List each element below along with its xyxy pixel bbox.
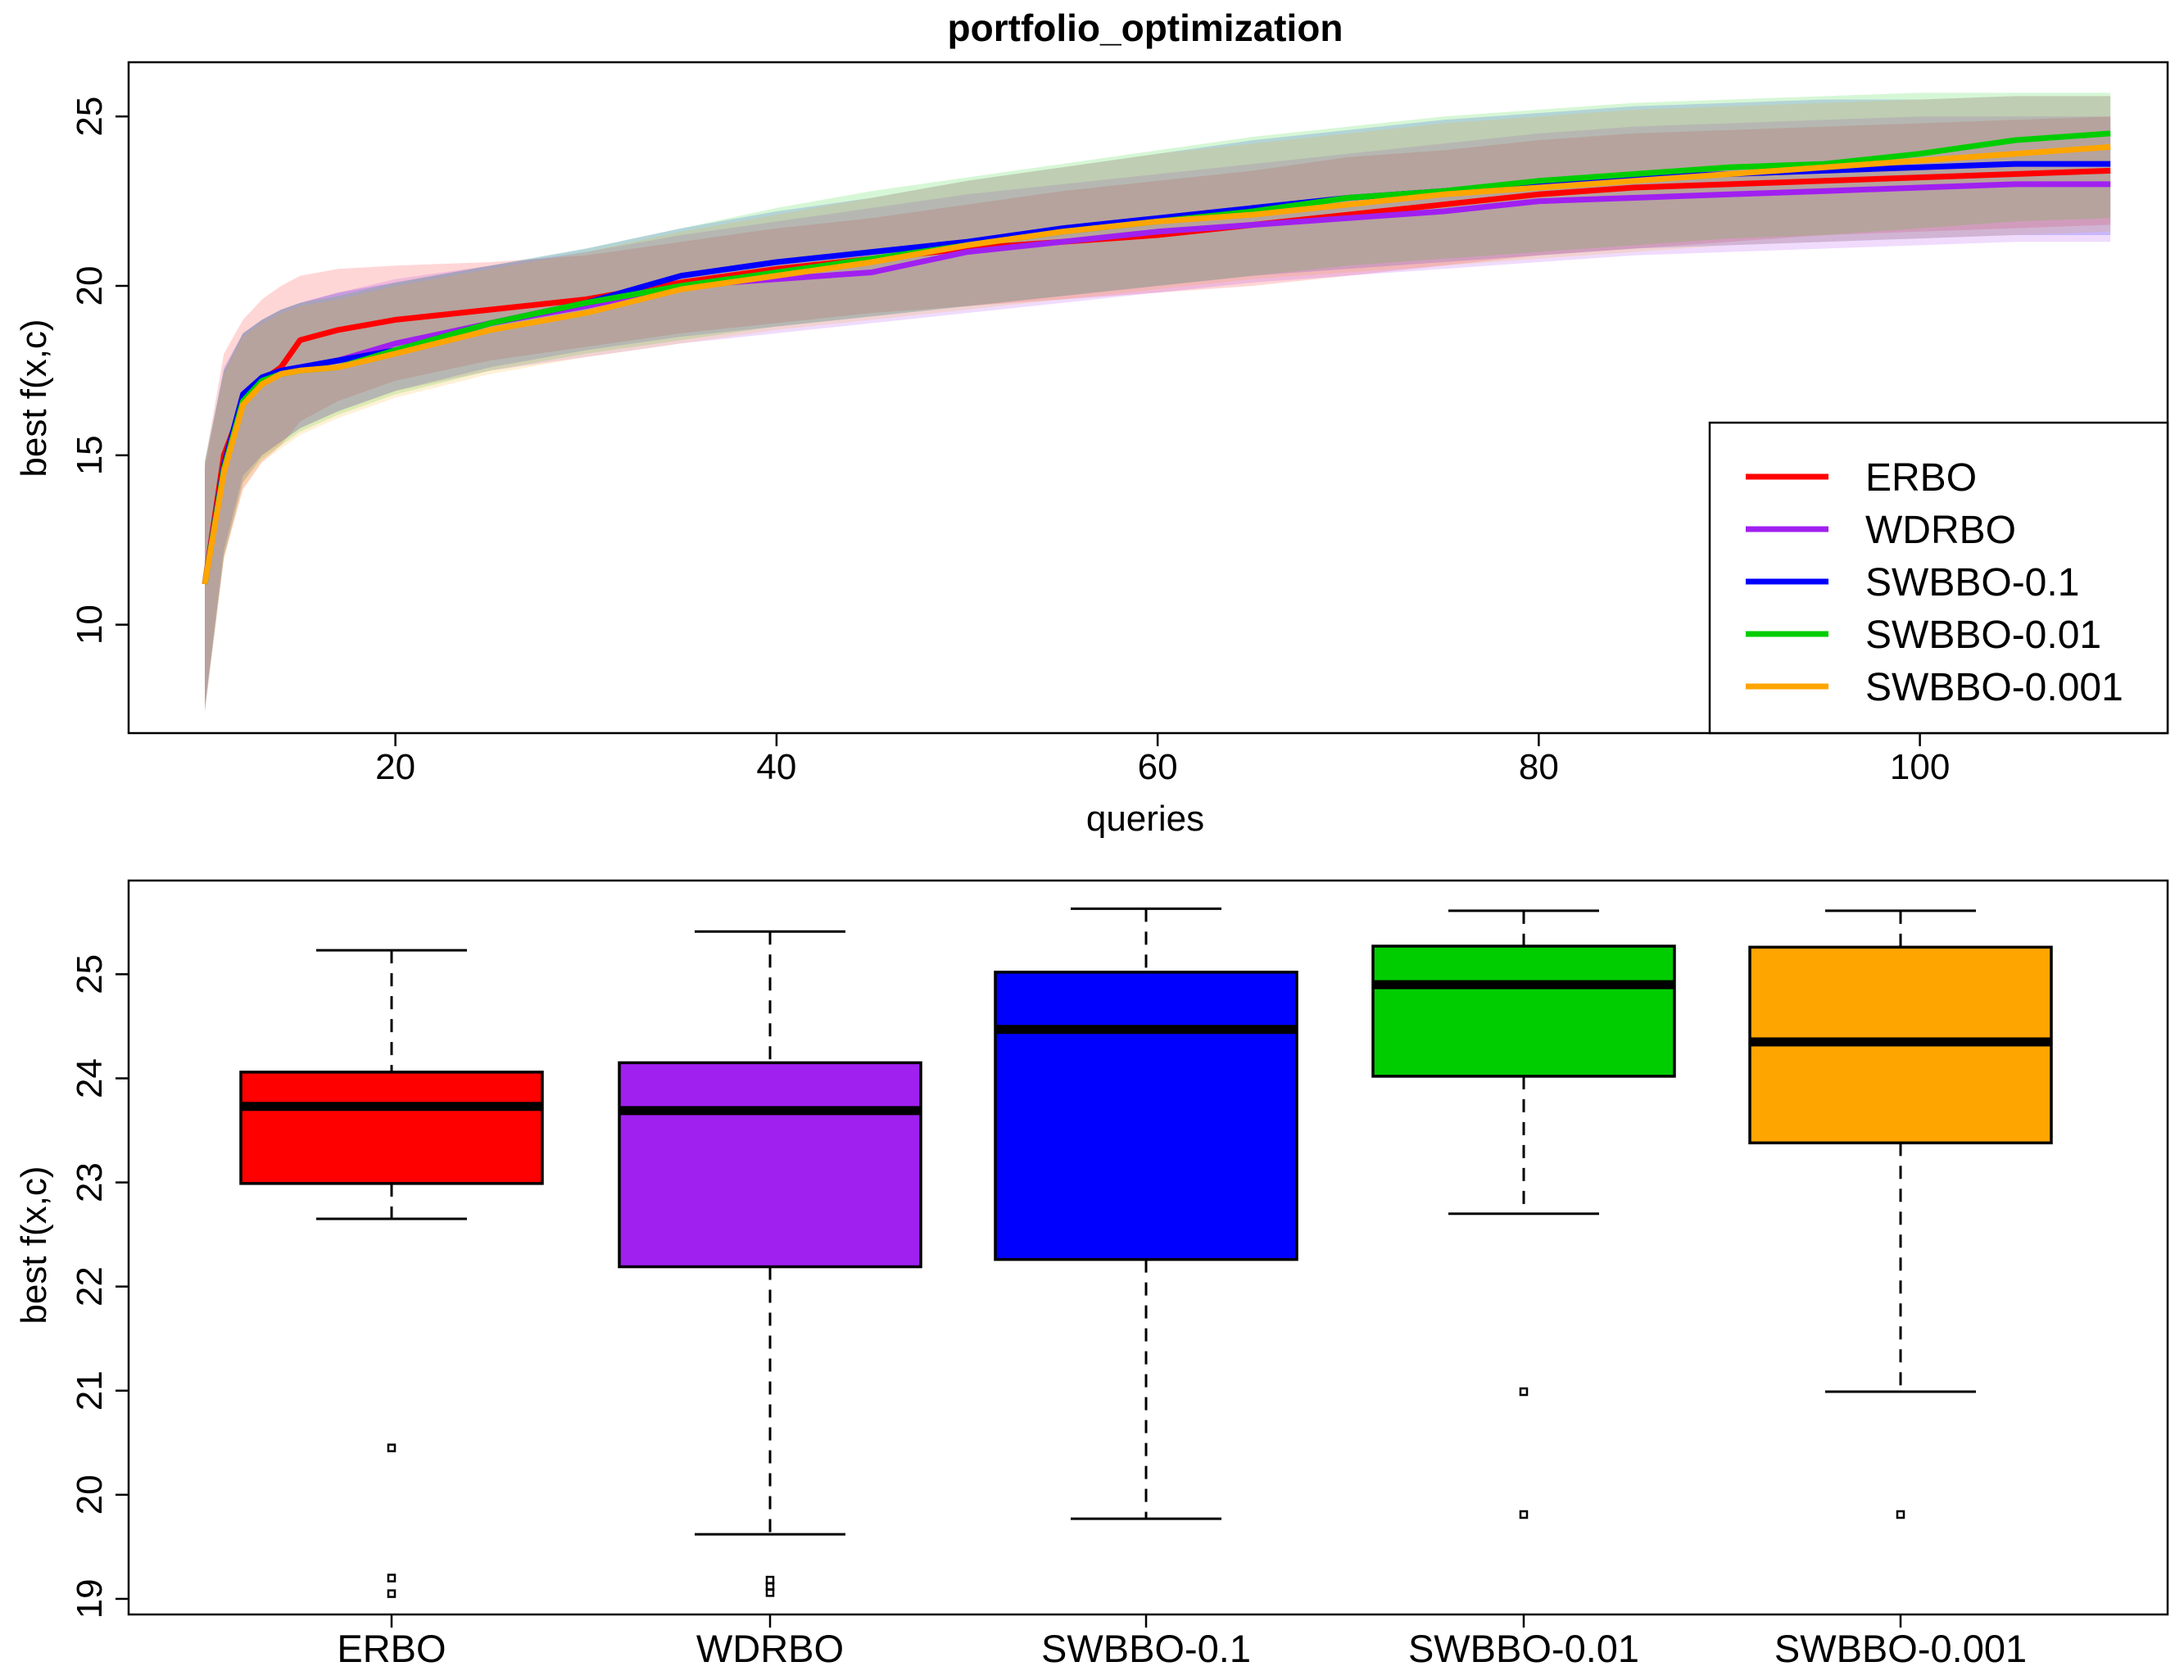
band-swbbo-0-01 <box>205 93 2111 709</box>
y-tick-label: 23 <box>70 1162 110 1202</box>
iqr-box <box>618 1061 922 1269</box>
legend-label-swbbo-0-001: SWBBO-0.001 <box>1865 666 2123 709</box>
band-wdrbo <box>205 116 2111 713</box>
iqr-box <box>239 1071 544 1185</box>
y-tick-label: 20 <box>70 1474 110 1515</box>
y-tick-label: 24 <box>70 1058 110 1098</box>
box-swbbo-0-001 <box>1748 909 2053 1519</box>
iqr-box <box>1371 944 1676 1078</box>
y-tick-label: 15 <box>70 435 110 475</box>
y-axis-ticks: 10 15 20 25 <box>70 97 129 645</box>
outlier-point <box>1519 1510 1529 1519</box>
plot-frame <box>127 879 2169 1616</box>
box-swbbo-0-01 <box>1371 909 1676 1519</box>
category-label-swbbo-0-1: SWBBO-0.1 <box>1041 1627 1251 1670</box>
y-tick-label: 25 <box>70 97 110 137</box>
x-tick-label: 100 <box>1890 747 1950 787</box>
legend-label-swbbo-0-01: SWBBO-0.01 <box>1865 614 2101 657</box>
box-plots <box>239 907 2053 1598</box>
y-tick-label: 10 <box>70 605 110 645</box>
y-tick-label: 22 <box>70 1266 110 1306</box>
outlier-point <box>1519 1387 1529 1397</box>
iqr-box <box>994 971 1298 1261</box>
x-axis-ticks: 20 40 60 80 100 <box>375 733 1950 787</box>
outlier-point <box>1896 1510 1905 1519</box>
x-tick-label: 40 <box>756 747 796 787</box>
box-wdrbo <box>618 930 922 1597</box>
box-plot-panel: 19 20 21 22 23 24 25 ERBO WDRBO SWBBO-0.1 SWBBO-0… <box>14 879 2169 1670</box>
y-tick-label: 21 <box>70 1370 110 1411</box>
y-tick-label: 19 <box>70 1578 110 1619</box>
band-erbo <box>205 116 2111 706</box>
band-swbbo-0-1 <box>205 96 2111 709</box>
box-erbo <box>239 949 544 1598</box>
outlier-point <box>387 1589 396 1598</box>
line-chart-panel: portfolio_optimization 20 40 60 80 100 10 15 2… <box>14 7 2169 839</box>
legend: ERBO WDRBO SWBBO-0.1 SWBBO-0.01 SWBBO-0.001 <box>1708 421 2169 735</box>
plot-frame <box>127 61 2169 735</box>
box-swbbo-0-1 <box>994 907 1298 1520</box>
line-swbbo-0-001 <box>202 143 2111 585</box>
x-tick-label: 80 <box>1519 747 1559 787</box>
legend-label-swbbo-0-1: SWBBO-0.1 <box>1865 561 2079 605</box>
series-lines <box>202 130 2111 585</box>
y-tick-label: 25 <box>70 954 110 994</box>
x-tick-label: 60 <box>1138 747 1178 787</box>
legend-label-wdrbo: WDRBO <box>1865 509 2016 552</box>
category-label-erbo: ERBO <box>337 1627 446 1670</box>
category-label-swbbo-0-01: SWBBO-0.01 <box>1408 1627 1639 1670</box>
legend-label-erbo: ERBO <box>1865 456 1977 500</box>
outlier-point <box>387 1443 396 1452</box>
outlier-point <box>765 1588 775 1597</box>
y-axis-label: best f(x,c) <box>14 1166 54 1324</box>
y-axis-label: best f(x,c) <box>14 319 54 477</box>
confidence-bands <box>205 93 2111 713</box>
y-tick-label: 20 <box>70 266 110 306</box>
band-swbbo-0-001 <box>205 96 2111 713</box>
category-label-wdrbo: WDRBO <box>696 1627 844 1670</box>
x-tick-label: 20 <box>375 747 415 787</box>
y-axis-ticks: 19 20 21 22 23 24 25 <box>70 954 129 1619</box>
chart-title: portfolio_optimization <box>948 7 1343 49</box>
category-labels: ERBO WDRBO SWBBO-0.1 SWBBO-0.01 SWBBO-0.001 <box>337 1614 2027 1670</box>
category-label-swbbo-0-001: SWBBO-0.001 <box>1774 1627 2027 1670</box>
x-axis-label: queries <box>1086 799 1204 839</box>
outlier-point <box>387 1574 396 1583</box>
